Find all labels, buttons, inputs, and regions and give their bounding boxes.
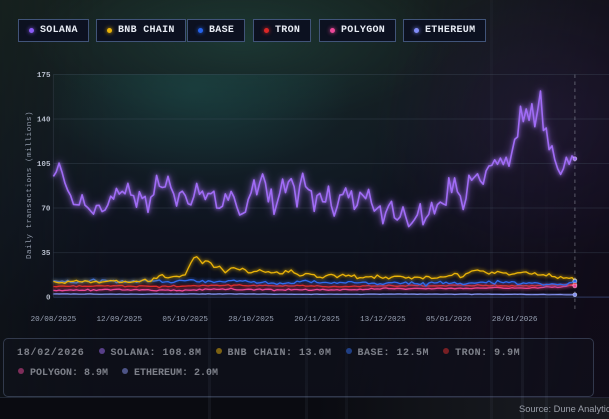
svg-text:105: 105 — [37, 161, 51, 169]
svg-text:28/01/2026: 28/01/2026 — [492, 316, 538, 324]
svg-text:0: 0 — [46, 295, 51, 303]
svg-text:20/11/2025: 20/11/2025 — [294, 316, 340, 324]
svg-text:35: 35 — [41, 250, 51, 258]
svg-text:12/09/2025: 12/09/2025 — [97, 316, 143, 324]
svg-text:13/12/2025: 13/12/2025 — [360, 316, 406, 324]
svg-text:20/08/2025: 20/08/2025 — [31, 316, 77, 324]
svg-text:28/10/2025: 28/10/2025 — [228, 316, 274, 324]
svg-text:175: 175 — [37, 72, 51, 80]
svg-text:70: 70 — [41, 206, 51, 214]
svg-text:140: 140 — [37, 117, 51, 125]
svg-text:05/01/2026: 05/01/2026 — [426, 316, 472, 324]
svg-text:05/10/2025: 05/10/2025 — [162, 316, 208, 324]
